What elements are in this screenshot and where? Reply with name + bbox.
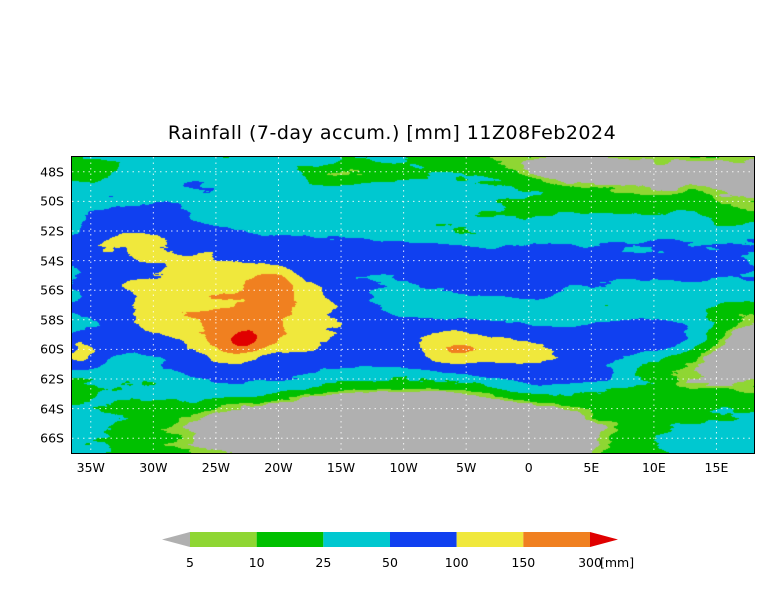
x-tick-label: 5W: [456, 460, 477, 475]
x-tick-label: 10E: [641, 460, 666, 475]
y-tick-label: 60S: [40, 341, 64, 357]
y-tick-label: 54S: [40, 253, 64, 269]
colorbar-unit-label: [mm]: [600, 555, 635, 570]
y-tick-label: 50S: [40, 193, 64, 209]
x-tick-label: 10W: [389, 460, 418, 475]
y-tick-label: 56S: [40, 282, 64, 298]
x-tick-label: 30W: [139, 460, 168, 475]
page-title: Rainfall (7-day accum.) [mm] 11Z08Feb202…: [167, 122, 617, 144]
y-tick-label: 62S: [40, 371, 64, 387]
x-tick-label: 15E: [704, 460, 729, 475]
colorbar-tick-label: 5: [186, 555, 194, 570]
rainfall-heatmap-canvas: [72, 157, 754, 453]
x-tick-label: 5E: [583, 460, 600, 475]
x-tick-label: 20W: [264, 460, 293, 475]
y-tick-label: 64S: [40, 401, 64, 417]
y-tick-label: 58S: [40, 312, 64, 328]
colorbar-tick-label: 150: [511, 555, 536, 570]
rainfall-map-panel: [71, 156, 755, 454]
x-tick-label: 25W: [201, 460, 231, 475]
y-tick-label: 52S: [40, 223, 64, 239]
colorbar-tick-label: 50: [382, 555, 398, 570]
colorbar-swatches: [162, 532, 618, 547]
y-tick-label: 48S: [40, 164, 64, 180]
x-tick-label: 35W: [76, 460, 105, 475]
y-tick-label: 66S: [40, 430, 64, 446]
x-tick-label: 15W: [326, 460, 356, 475]
colorbar-tick-label: 10: [248, 555, 265, 570]
colorbar-legend: [mm] 5 10 25 50 100 150 300: [160, 528, 680, 574]
colorbar-tick-label: 300: [578, 555, 602, 570]
colorbar-tick-label: 100: [444, 555, 469, 570]
x-tick-label: 0: [524, 460, 533, 475]
colorbar-tick-label: 25: [315, 555, 332, 570]
